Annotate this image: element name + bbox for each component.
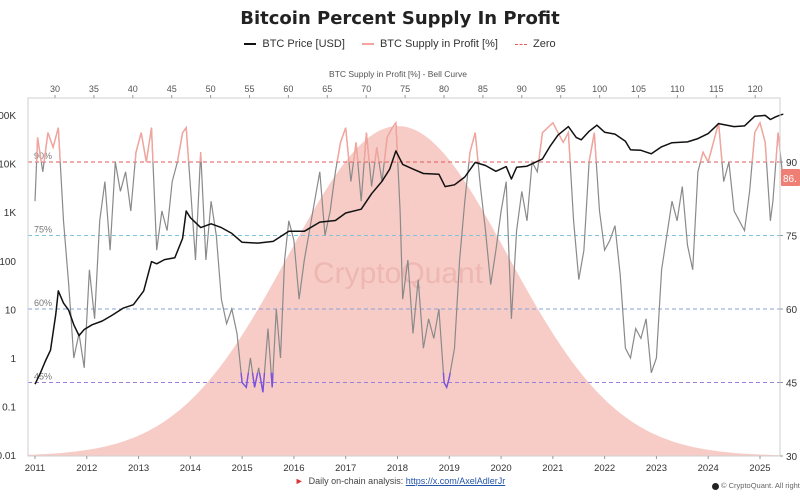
price-series-layer bbox=[34, 113, 784, 385]
top-tick-label-80: 80 bbox=[439, 84, 449, 94]
reference-label-60: 60% bbox=[34, 298, 52, 308]
current-value-bg bbox=[781, 169, 800, 186]
x-tick-label-2024: 2024 bbox=[698, 463, 719, 474]
top-tick-label-30: 30 bbox=[50, 84, 60, 94]
x-tick-label-2016: 2016 bbox=[283, 463, 304, 474]
y-left-label-5: 1 bbox=[10, 354, 16, 365]
y-left-label-0: 100K bbox=[0, 111, 16, 122]
y-right-label-30: 30 bbox=[786, 452, 798, 463]
reference-label-75: 75% bbox=[34, 225, 52, 235]
plot-frame bbox=[27, 97, 781, 457]
legend-swatch-supply bbox=[361, 43, 374, 46]
y-left-label-7: 0.01 bbox=[0, 451, 16, 462]
x-tick-label-2017: 2017 bbox=[335, 463, 356, 474]
x-tick-label-2025: 2025 bbox=[749, 463, 770, 474]
y-left-label-1: 10K bbox=[0, 160, 16, 171]
top-tick-label-45: 45 bbox=[167, 84, 177, 94]
current-value-label: 86. bbox=[783, 174, 797, 185]
x-tick-label-2013: 2013 bbox=[128, 463, 149, 474]
x-tick-label-2015: 2015 bbox=[232, 463, 253, 474]
watermark: CryptoQuant bbox=[313, 257, 484, 290]
footer: ► Daily on-chain analysis: https://x.com/… bbox=[0, 476, 800, 486]
footer-text: Daily on-chain analysis: bbox=[308, 476, 406, 486]
legend-item-zero[interactable]: Zero bbox=[515, 38, 556, 50]
x-tick-label-2023: 2023 bbox=[646, 463, 667, 474]
footer-link[interactable]: https://x.com/AxelAdlerJr bbox=[405, 476, 506, 486]
top-tick-label-40: 40 bbox=[128, 84, 138, 94]
y-right-label-45: 45 bbox=[786, 379, 798, 390]
top-tick-label-35: 35 bbox=[89, 84, 99, 94]
y-left-label-3: 100 bbox=[0, 257, 16, 268]
supply-series-layer bbox=[34, 120, 784, 393]
top-tick-label-95: 95 bbox=[556, 84, 566, 94]
top-tick-label-60: 60 bbox=[283, 84, 293, 94]
x-tick-label-2014: 2014 bbox=[180, 463, 201, 474]
x-tick-label-2012: 2012 bbox=[76, 463, 97, 474]
reference-label-45: 45% bbox=[34, 372, 52, 382]
top-tick-label-70: 70 bbox=[361, 84, 371, 94]
axes-layer: BTC Supply in Profit [%] - Bell Curve 30 3… bbox=[0, 69, 800, 474]
x-tick-label-2022: 2022 bbox=[594, 463, 615, 474]
legend-label-zero: Zero bbox=[533, 38, 556, 50]
x-tick-label-2019: 2019 bbox=[439, 463, 460, 474]
top-tick-label-110: 110 bbox=[670, 84, 684, 94]
legend-label-price: BTC Price [USD] bbox=[262, 38, 345, 50]
supply-line bbox=[34, 121, 784, 393]
x-tick-label-2011: 2011 bbox=[25, 463, 45, 474]
cryptoquant-logo-icon bbox=[712, 482, 719, 490]
reference-label-90: 90% bbox=[34, 151, 52, 161]
x-tick-label-2020: 2020 bbox=[491, 463, 512, 474]
top-tick-label-115: 115 bbox=[709, 84, 723, 94]
legend-item-supply[interactable]: BTC Supply in Profit [%] bbox=[361, 38, 498, 50]
top-tick-label-55: 55 bbox=[244, 84, 254, 94]
chart-legend: BTC Price [USD] BTC Supply in Profit [%]… bbox=[0, 38, 800, 50]
y-right-label-90: 90 bbox=[786, 158, 798, 169]
top-tick-label-65: 65 bbox=[322, 84, 332, 94]
legend-swatch-price bbox=[244, 43, 257, 46]
top-tick-label-120: 120 bbox=[748, 84, 763, 94]
price-line bbox=[34, 113, 784, 385]
top-tick-label-105: 105 bbox=[631, 84, 646, 94]
y-left-label-2: 1K bbox=[4, 208, 17, 219]
top-tick-label-85: 85 bbox=[478, 84, 488, 94]
top-tick-label-90: 90 bbox=[517, 84, 527, 94]
legend-swatch-zero bbox=[515, 43, 527, 45]
top-axis-title: BTC Supply in Profit [%] - Bell Curve bbox=[329, 69, 467, 79]
legend-label-supply: BTC Supply in Profit [%] bbox=[379, 38, 498, 50]
y-left-label-6: 0.1 bbox=[2, 403, 16, 414]
x-tick-label-2021: 2021 bbox=[542, 463, 563, 474]
legend-item-price[interactable]: BTC Price [USD] bbox=[244, 38, 345, 50]
y-right-label-60: 60 bbox=[786, 305, 798, 316]
top-tick-label-50: 50 bbox=[206, 84, 216, 94]
reference-lines-layer: 90% 75% 60% 45% bbox=[28, 151, 780, 383]
current-value-badge: 86. bbox=[781, 169, 800, 186]
top-tick-label-100: 100 bbox=[592, 84, 607, 94]
flag-icon: ► bbox=[294, 476, 304, 486]
x-tick-label-2018: 2018 bbox=[387, 463, 408, 474]
chart-title: Bitcoin Percent Supply In Profit bbox=[240, 8, 560, 29]
y-right-label-75: 75 bbox=[786, 232, 798, 243]
copyright-text: © CryptoQuant. All rights reserved bbox=[721, 481, 800, 490]
y-left-label-4: 10 bbox=[5, 305, 17, 316]
copyright: © CryptoQuant. All rights reserved bbox=[712, 481, 800, 490]
top-tick-label-75: 75 bbox=[400, 84, 410, 94]
